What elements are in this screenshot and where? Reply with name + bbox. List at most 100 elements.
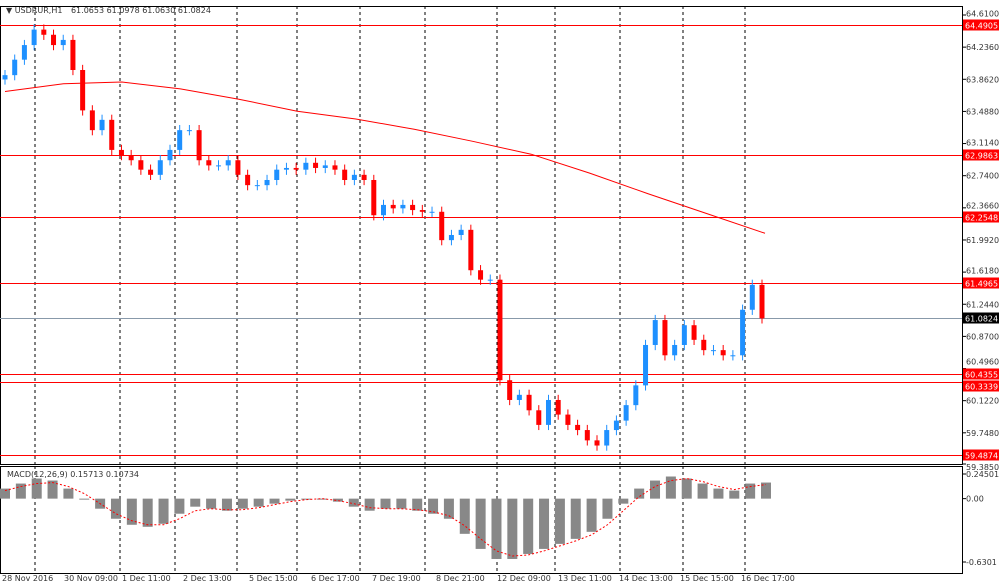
main-pane (0, 6, 963, 465)
level-price-label: 60.4355 (965, 371, 998, 380)
candle-body (283, 167, 289, 170)
level-price-label: 59.4874 (965, 452, 998, 461)
ohlc-values: 61.0653 61.0978 61.0630 61.0824 (70, 6, 211, 15)
macd-histogram-bar (570, 498, 581, 539)
macd-histogram-bar (79, 498, 90, 500)
level-price-tag (963, 277, 999, 289)
time-tick-label: 14 Dec 13:00 (619, 574, 673, 583)
candle-body (381, 204, 386, 216)
candle-body (439, 211, 445, 241)
macd-signal-line (4, 478, 767, 557)
time-tick-label: 16 Dec 17:00 (741, 574, 795, 583)
candle-body (604, 430, 610, 446)
price-tick-label: 63.1140 (966, 139, 999, 148)
level-price-label: 61.4965 (965, 280, 998, 289)
macd-histogram-bar (586, 498, 597, 532)
time-tick-label: 5 Dec 15:00 (249, 574, 298, 583)
candle-body (186, 130, 192, 132)
candle-body (225, 160, 231, 166)
candle-body (613, 420, 619, 431)
price-tick-label: 60.4960 (966, 358, 999, 367)
level-price-tag (963, 368, 999, 380)
candle-body (313, 162, 319, 168)
macd-histogram-bar (285, 498, 296, 501)
candle-body (351, 174, 357, 180)
macd-histogram-bar (15, 483, 26, 499)
candle-body (623, 405, 629, 421)
candle-body (691, 325, 697, 340)
macd-histogram-bar (745, 483, 756, 499)
macd-histogram-bar (47, 480, 58, 499)
candle-body (536, 410, 542, 425)
candle-body (31, 29, 37, 46)
candle-body (89, 110, 95, 131)
candle-body (390, 204, 396, 209)
macd-histogram-bar (396, 498, 407, 509)
macd-histogram-bar (602, 498, 613, 519)
candle-body (710, 350, 716, 352)
candle-body (245, 174, 251, 186)
macd-histogram-bar (681, 478, 692, 499)
chart-header: ▼ USDRUR,H1 61.0653 61.0978 61.0630 61.0… (6, 6, 211, 15)
macd-histogram-bar (428, 498, 439, 514)
candle-body (254, 185, 260, 187)
candle-body (497, 279, 503, 381)
price-tick-label: 60.1220 (966, 397, 999, 406)
macd-histogram-bar (269, 498, 280, 504)
candle-body (51, 34, 57, 46)
candle-body (109, 119, 115, 150)
price-tick-label: 59.7480 (966, 429, 999, 438)
candle-body (652, 320, 658, 345)
macd-pane (0, 466, 963, 574)
candle-body (400, 204, 406, 209)
macd-histogram-bar (523, 498, 534, 554)
price-tick-label: 63.4880 (966, 107, 999, 116)
macd-histogram-bar (459, 498, 470, 534)
candle-body (167, 149, 173, 161)
candle-body (419, 210, 425, 212)
candle-body (322, 165, 328, 168)
candle-body (235, 160, 241, 175)
candle-body (701, 339, 707, 351)
macd-tick-label: 0.24501 (966, 470, 999, 479)
candle-body (80, 69, 86, 111)
candle-body (2, 75, 8, 80)
candle-body (70, 39, 76, 70)
candle-body (584, 430, 590, 441)
macd-histogram-bar (618, 498, 629, 504)
macd-histogram-bar (650, 480, 661, 499)
current-price-label: 61.0824 (965, 315, 998, 324)
dropdown-arrow-icon[interactable]: ▼ (6, 6, 13, 15)
candle-body (138, 160, 144, 170)
level-price-label: 62.2548 (965, 214, 998, 223)
price-tick-label: 60.8700 (966, 332, 999, 341)
level-price-label: 64.4905 (965, 22, 998, 31)
candle-body (303, 162, 309, 170)
candle-body (507, 380, 513, 400)
candle-body (264, 179, 270, 186)
candle-body (410, 204, 416, 211)
candle-body (60, 39, 66, 46)
macd-histogram-bar (237, 498, 248, 509)
candle-body (478, 270, 484, 280)
candle-body (21, 45, 27, 60)
price-tick-label: 59.3850 (966, 463, 999, 472)
candle-body (468, 229, 474, 271)
macd-histogram-bar (761, 482, 771, 499)
macd-histogram-bar (174, 498, 185, 514)
macd-histogram-bar (190, 498, 201, 507)
time-tick-label: 7 Dec 19:00 (372, 574, 421, 583)
candle-body (672, 344, 678, 356)
macd-histogram-bar (221, 498, 232, 511)
level-price-tag (963, 19, 999, 31)
candle-body (12, 59, 18, 76)
candle-body (681, 325, 687, 345)
level-price-tag (963, 149, 999, 161)
macd-histogram-bar (491, 498, 502, 559)
candle-body (41, 29, 47, 35)
macd-histogram-bar (206, 498, 217, 509)
macd-histogram-bar (412, 498, 423, 511)
macd-histogram-bar (301, 498, 312, 500)
macd-histogram-bar (348, 498, 359, 507)
